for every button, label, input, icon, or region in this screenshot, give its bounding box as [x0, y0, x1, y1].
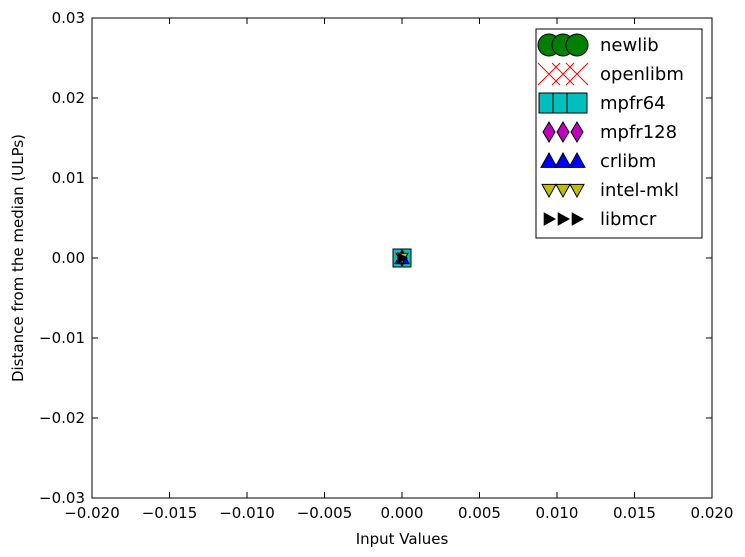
x-axis-label: Input Values: [356, 530, 449, 548]
triangle-up-marker-icon: [540, 151, 558, 168]
diamond-marker-icon: [556, 121, 570, 143]
square-marker-icon: [566, 92, 588, 114]
triangle-down-marker-icon: [569, 183, 585, 199]
legend-item-newlib: newlib: [537, 33, 659, 57]
y-tick-label: −0.03: [39, 489, 85, 507]
x-tick-label: 0.000: [381, 504, 424, 522]
legend: newlib openlibm mpfr64 mpfr128 crlibm intel-m…: [535, 28, 703, 239]
triangle-up-marker-icon: [554, 151, 572, 168]
x-tick-label: 0.020: [691, 504, 734, 522]
legend-label: intel-mkl: [600, 180, 679, 201]
y-tick-label: 0.01: [52, 169, 85, 187]
legend-label: newlib: [600, 35, 659, 56]
legend-box: [535, 28, 703, 239]
x-tick-label: −0.020: [64, 504, 120, 522]
triangle-down-marker-icon: [541, 183, 557, 199]
legend-item-mpfr64: mpfr64: [538, 92, 666, 114]
x-tick-label: 0.015: [613, 504, 656, 522]
triangle-down-marker-icon: [555, 183, 571, 199]
legend-item-openlibm: openlibm: [537, 62, 684, 86]
data-point-libmcr: [397, 252, 409, 264]
legend-label: mpfr128: [600, 122, 677, 143]
x-tick-label: −0.005: [297, 504, 353, 522]
legend-label: mpfr64: [600, 93, 666, 114]
x-tick-label: 0.005: [458, 504, 501, 522]
y-tick-label: 0.00: [52, 249, 85, 267]
diamond-marker-icon: [542, 121, 556, 143]
legend-label: libmcr: [600, 209, 657, 230]
legend-label: crlibm: [600, 151, 656, 172]
x-marker-icon: [565, 62, 589, 86]
legend-item-libmcr: libmcr: [543, 209, 657, 230]
circle-marker-icon: [565, 33, 589, 57]
x-tick-label: −0.010: [219, 504, 275, 522]
x-tick-label: −0.015: [142, 504, 198, 522]
axis-ticks: −0.020 −0.015 −0.010 −0.005 0.000 0.005 0.010 0…: [39, 9, 733, 522]
diamond-marker-icon: [570, 121, 584, 143]
x-tick-label: 0.010: [536, 504, 579, 522]
y-tick-label: −0.01: [39, 329, 85, 347]
y-tick-label: −0.02: [39, 409, 85, 427]
y-axis-label: Distance from the median (ULPs): [9, 134, 27, 382]
y-tick-label: 0.02: [52, 89, 85, 107]
legend-item-mpfr128: mpfr128: [542, 121, 677, 143]
triangle-right-marker-icon: [557, 212, 571, 226]
data-markers: [392, 248, 412, 268]
y-tick-label: 0.03: [52, 9, 85, 27]
triangle-right-marker-icon: [571, 212, 585, 226]
legend-item-intel-mkl: intel-mkl: [541, 180, 679, 201]
triangle-right-marker-icon: [543, 212, 557, 226]
legend-label: openlibm: [600, 64, 684, 85]
legend-item-crlibm: crlibm: [540, 151, 656, 172]
triangle-up-marker-icon: [568, 151, 586, 168]
